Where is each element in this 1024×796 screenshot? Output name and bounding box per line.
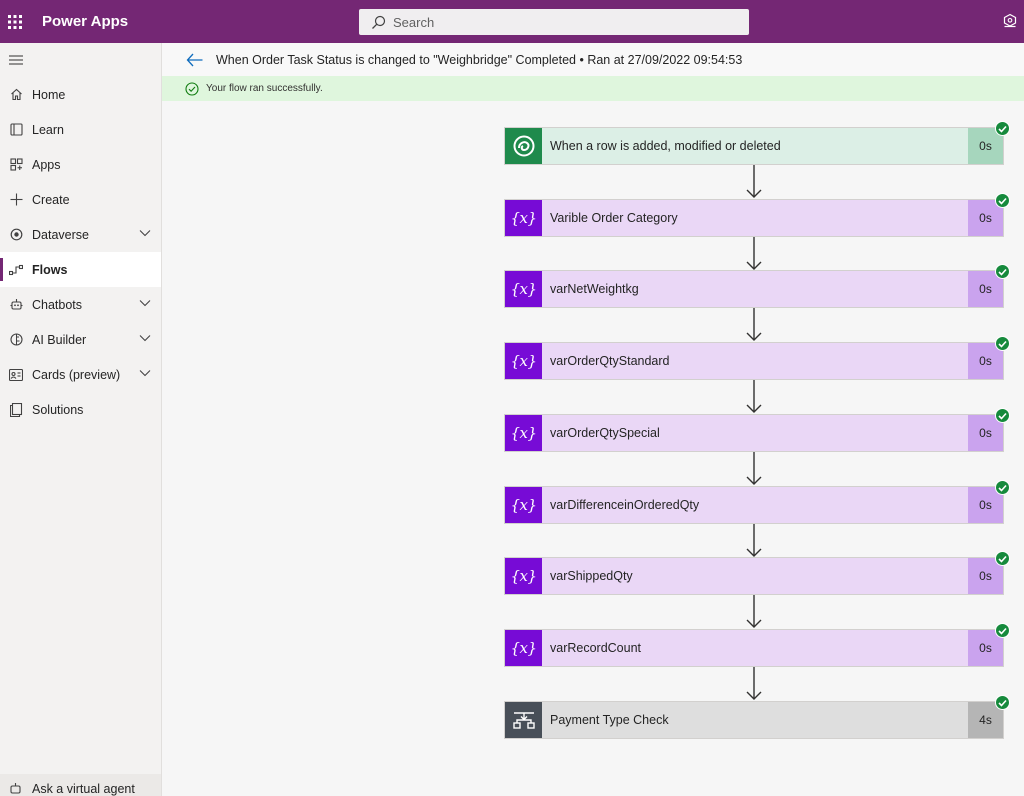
waffle-icon: [8, 14, 22, 29]
sidebar-item-create[interactable]: Create: [0, 182, 161, 217]
page-title: When Order Task Status is changed to "We…: [216, 52, 743, 67]
flow-step-variable[interactable]: {𝑥} varOrderQtyStandard 0s: [504, 336, 1010, 380]
sidebar-item-label: Learn: [32, 122, 64, 137]
variable-icon: {𝑥}: [505, 487, 542, 523]
sidebar-item-apps[interactable]: Apps: [0, 147, 161, 182]
variable-icon: {𝑥}: [505, 200, 542, 236]
checkmark-circle-icon: [185, 81, 199, 96]
dataverse-icon: [9, 228, 23, 242]
left-nav: Home Learn Apps Create Dataverse Flows C…: [0, 43, 162, 796]
top-bar: Power Apps: [0, 0, 1024, 43]
step-label: varShippedQty: [550, 569, 633, 583]
sidebar-item-label: Apps: [32, 157, 61, 172]
sidebar-item-chatbots[interactable]: Chatbots: [0, 287, 161, 322]
chevron-down-icon[interactable]: [139, 369, 151, 377]
chevron-down-icon[interactable]: [139, 334, 151, 342]
dataverse-icon: [505, 128, 542, 164]
success-check-icon: [995, 264, 1010, 279]
book-icon: [9, 123, 23, 137]
arrow-down-icon: [746, 667, 762, 700]
success-check-icon: [995, 193, 1010, 208]
apps-icon: [9, 158, 23, 172]
arrow-down-icon: [746, 595, 762, 628]
plus-icon: [9, 193, 23, 207]
success-check-icon: [995, 551, 1010, 566]
card-icon: [9, 368, 23, 382]
sidebar-item-label: Dataverse: [32, 227, 89, 242]
sidebar-item-label: AI Builder: [32, 332, 87, 347]
success-check-icon: [995, 623, 1010, 638]
arrow-down-icon: [746, 380, 762, 413]
success-check-icon: [995, 480, 1010, 495]
sidebar-item-cards[interactable]: Cards (preview): [0, 357, 161, 392]
bot-icon: [9, 782, 22, 796]
solutions-icon: [9, 402, 23, 417]
search-input[interactable]: [393, 14, 713, 30]
step-label: varRecordCount: [550, 641, 642, 655]
home-icon: [9, 88, 23, 102]
arrow-down-icon: [746, 524, 762, 557]
sidebar-item-dataverse[interactable]: Dataverse: [0, 217, 161, 252]
sidebar-item-label: Flows: [32, 262, 68, 277]
sidebar-item-ai-builder[interactable]: AI Builder: [0, 322, 161, 357]
environment-icon[interactable]: [1002, 13, 1018, 29]
step-label: When a row is added, modified or deleted: [550, 139, 781, 153]
search-icon: [371, 14, 387, 30]
run-header: When Order Task Status is changed to "We…: [162, 43, 1024, 76]
sidebar-item-label: Home: [32, 87, 66, 102]
banner-message: Your flow ran successfully.: [206, 83, 323, 94]
hamburger-icon: [9, 55, 23, 65]
condition-icon: [505, 702, 542, 738]
virtual-agent-label: Ask a virtual agent: [32, 782, 135, 796]
sidebar-item-home[interactable]: Home: [0, 77, 161, 112]
sidebar-item-learn[interactable]: Learn: [0, 112, 161, 147]
chevron-down-icon[interactable]: [139, 299, 151, 307]
success-check-icon: [995, 121, 1010, 136]
sidebar-item-label: Solutions: [32, 402, 84, 417]
arrow-down-icon: [746, 165, 762, 198]
arrow-down-icon: [746, 308, 762, 341]
variable-icon: {𝑥}: [505, 343, 542, 379]
step-label: Varible Order Category: [550, 211, 678, 225]
flow-step-variable[interactable]: {𝑥} varDifferenceinOrderedQty 0s: [504, 480, 1010, 524]
step-label: varNetWeightkg: [550, 282, 639, 296]
search-box[interactable]: [359, 9, 749, 35]
arrow-down-icon: [746, 452, 762, 485]
app-launcher-button[interactable]: [0, 0, 30, 43]
arrow-down-icon: [746, 237, 762, 270]
flow-step-variable[interactable]: {𝑥} varRecordCount 0s: [504, 623, 1010, 667]
bot-icon: [9, 298, 23, 312]
step-label: varOrderQtyStandard: [550, 354, 670, 368]
step-label: varOrderQtySpecial: [550, 426, 660, 440]
flow-step-variable[interactable]: {𝑥} varNetWeightkg 0s: [504, 264, 1010, 308]
flow-icon: [9, 263, 23, 277]
flow-step-condition[interactable]: Payment Type Check 4s: [504, 695, 1010, 739]
variable-icon: {𝑥}: [505, 558, 542, 594]
app-title[interactable]: Power Apps: [42, 13, 129, 30]
success-check-icon: [995, 336, 1010, 351]
step-label: Payment Type Check: [550, 713, 669, 727]
flow-step-variable[interactable]: {𝑥} varOrderQtySpecial 0s: [504, 408, 1010, 452]
collapse-nav-button[interactable]: [0, 43, 161, 77]
sidebar-item-flows[interactable]: Flows: [0, 252, 161, 287]
success-check-icon: [995, 408, 1010, 423]
sidebar-item-label: Chatbots: [32, 297, 83, 312]
variable-icon: {𝑥}: [505, 415, 542, 451]
success-check-icon: [995, 695, 1010, 710]
variable-icon: {𝑥}: [505, 630, 542, 666]
sidebar-item-solutions[interactable]: Solutions: [0, 392, 161, 427]
step-label: varDifferenceinOrderedQty: [550, 498, 700, 512]
success-banner: Your flow ran successfully.: [162, 76, 1024, 101]
step-duration: 0s: [968, 415, 1003, 451]
sidebar-item-label: Cards (preview): [32, 367, 121, 382]
flow-step-trigger[interactable]: When a row is added, modified or deleted…: [504, 121, 1010, 165]
sidebar-item-label: Create: [32, 192, 70, 207]
chevron-down-icon[interactable]: [139, 229, 151, 237]
variable-icon: {𝑥}: [505, 271, 542, 307]
flow-step-variable[interactable]: {𝑥} varShippedQty 0s: [504, 551, 1010, 595]
flow-step-variable[interactable]: {𝑥} Varible Order Category 0s: [504, 193, 1010, 237]
ask-virtual-agent-button[interactable]: Ask a virtual agent: [0, 774, 161, 796]
ai-builder-icon: [9, 333, 23, 347]
back-arrow-icon[interactable]: [186, 53, 204, 67]
